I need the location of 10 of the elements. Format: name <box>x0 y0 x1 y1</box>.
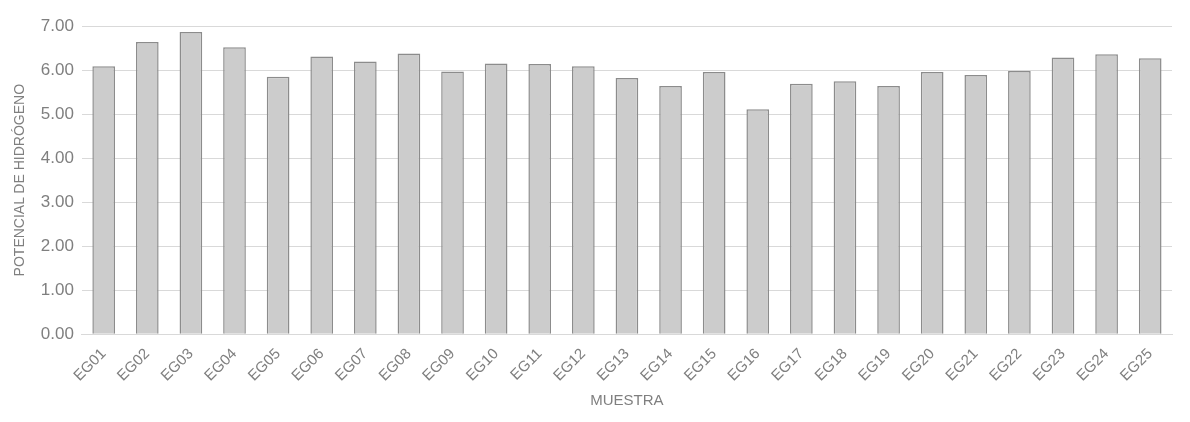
y-tick-label: 5.00 <box>40 103 74 123</box>
y-tick-label: 3.00 <box>40 191 74 211</box>
x-axis-title: MUESTRA <box>590 391 664 409</box>
y-tick-label: 1.00 <box>40 279 74 299</box>
y-tick-label: 0.00 <box>40 323 74 343</box>
y-tick-label: 4.00 <box>40 147 74 167</box>
y-tick-label: 2.00 <box>40 235 74 255</box>
y-axis-title: POTENCIAL DE HIDRÓGENO <box>11 83 28 277</box>
y-tick-label: 6.00 <box>40 59 74 79</box>
y-tick-label: 7.00 <box>40 15 74 35</box>
